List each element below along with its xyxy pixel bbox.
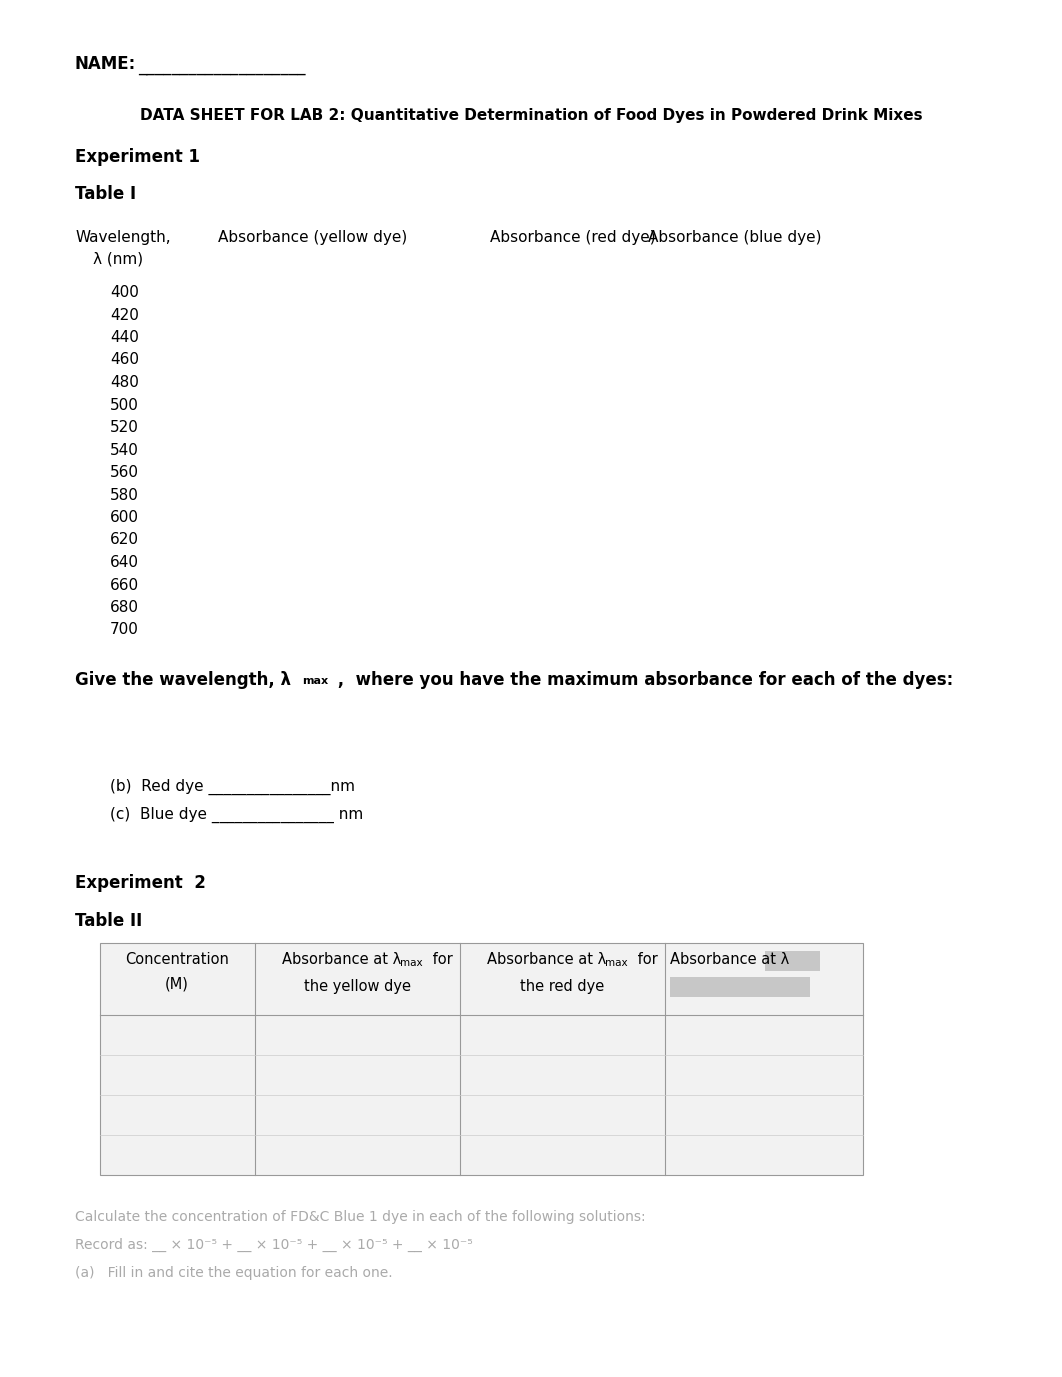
Text: Absorbance at λ: Absorbance at λ bbox=[282, 953, 401, 968]
Text: Concentration: Concentration bbox=[125, 953, 229, 968]
Text: 680: 680 bbox=[110, 600, 139, 616]
Text: 580: 580 bbox=[110, 487, 139, 503]
Text: Absorbance at λ: Absorbance at λ bbox=[670, 953, 789, 968]
Text: 440: 440 bbox=[110, 330, 139, 346]
Text: max: max bbox=[400, 957, 423, 968]
Text: λ (nm): λ (nm) bbox=[93, 252, 143, 267]
Text: the yellow dye: the yellow dye bbox=[304, 979, 411, 993]
Text: for: for bbox=[633, 953, 657, 968]
Text: 640: 640 bbox=[110, 555, 139, 570]
Text: (c)  Blue dye ________________ nm: (c) Blue dye ________________ nm bbox=[110, 807, 363, 822]
Text: Absorbance (yellow dye): Absorbance (yellow dye) bbox=[218, 230, 407, 245]
Text: max: max bbox=[605, 957, 628, 968]
Text: Wavelength,: Wavelength, bbox=[75, 230, 171, 245]
Text: ,  where you have the maximum absorbance for each of the dyes:: , where you have the maximum absorbance … bbox=[332, 671, 954, 688]
Text: ____________________: ____________________ bbox=[138, 56, 306, 74]
Text: 600: 600 bbox=[110, 509, 139, 525]
Text: Experiment  2: Experiment 2 bbox=[75, 874, 206, 892]
Text: 560: 560 bbox=[110, 465, 139, 481]
Text: (M): (M) bbox=[165, 976, 189, 991]
Text: Absorbance at λ: Absorbance at λ bbox=[487, 953, 606, 968]
Text: 660: 660 bbox=[110, 577, 139, 592]
Text: 460: 460 bbox=[110, 353, 139, 368]
Text: 520: 520 bbox=[110, 420, 139, 435]
Text: Experiment 1: Experiment 1 bbox=[75, 147, 200, 167]
Text: 540: 540 bbox=[110, 442, 139, 457]
Text: Record as: __ × 10⁻⁵ + __ × 10⁻⁵ + __ × 10⁻⁵ + __ × 10⁻⁵: Record as: __ × 10⁻⁵ + __ × 10⁻⁵ + __ × … bbox=[75, 1238, 473, 1252]
Text: 400: 400 bbox=[110, 285, 139, 300]
Text: Absorbance (blue dye): Absorbance (blue dye) bbox=[648, 230, 822, 245]
Text: Table II: Table II bbox=[75, 913, 142, 931]
Text: DATA SHEET FOR LAB 2: Quantitative Determination of Food Dyes in Powdered Drink : DATA SHEET FOR LAB 2: Quantitative Deter… bbox=[140, 107, 922, 123]
Text: Table I: Table I bbox=[75, 185, 136, 202]
Text: max: max bbox=[302, 676, 328, 687]
Text: (a)   Fill in and cite the equation for each one.: (a) Fill in and cite the equation for ea… bbox=[75, 1265, 393, 1279]
Text: for: for bbox=[428, 953, 452, 968]
Text: (b)  Red dye ________________nm: (b) Red dye ________________nm bbox=[110, 778, 355, 795]
Text: 500: 500 bbox=[110, 398, 139, 413]
Text: 620: 620 bbox=[110, 533, 139, 548]
Text: 420: 420 bbox=[110, 307, 139, 322]
Text: the red dye: the red dye bbox=[520, 979, 604, 993]
Text: NAME:: NAME: bbox=[75, 55, 136, 73]
Text: Give the wavelength, λ: Give the wavelength, λ bbox=[75, 671, 291, 688]
Text: 700: 700 bbox=[110, 622, 139, 638]
Text: 480: 480 bbox=[110, 375, 139, 390]
Text: Absorbance (red dye): Absorbance (red dye) bbox=[490, 230, 655, 245]
Text: Calculate the concentration of FD&C Blue 1 dye in each of the following solution: Calculate the concentration of FD&C Blue… bbox=[75, 1209, 646, 1224]
